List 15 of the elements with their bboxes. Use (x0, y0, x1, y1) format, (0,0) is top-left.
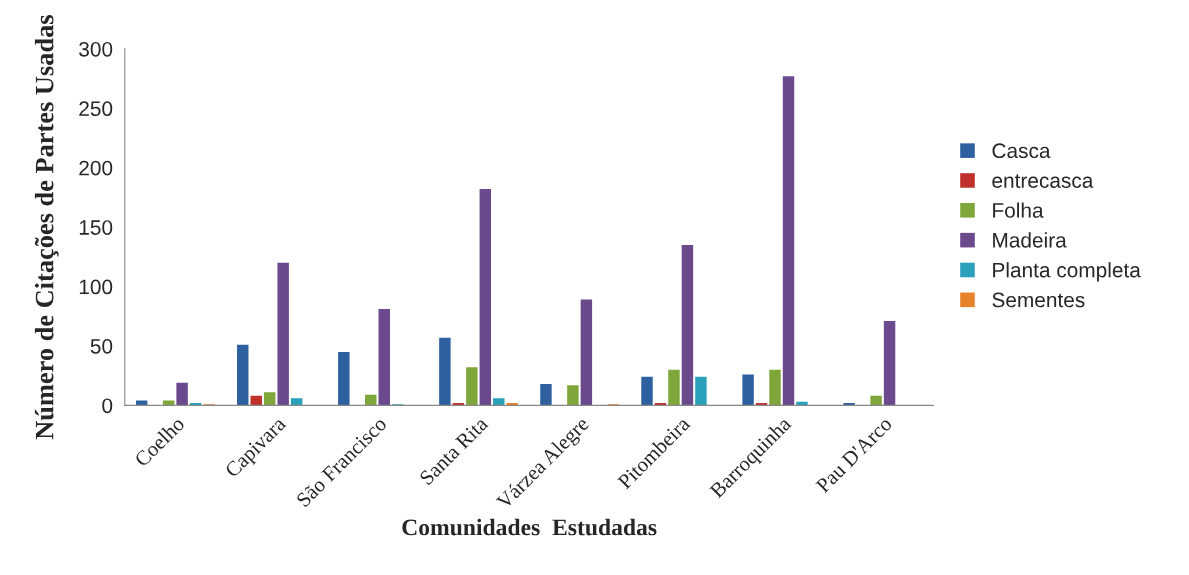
legend-label: Folha (993, 202, 1044, 218)
legend-label: Casca (992, 143, 1051, 159)
y-tick-label: 250 (79, 101, 113, 117)
x-axis-title: Comunidades Estudadas (402, 518, 657, 536)
y-tick-label: 0 (102, 398, 113, 414)
y-axis-title: Número de Citações de Partes Usadas (34, 15, 59, 440)
y-tick-label: 50 (90, 338, 113, 354)
y-tick-label: 200 (79, 160, 113, 176)
y-tick-label: 300 (79, 41, 113, 57)
legend-label: Madeira (993, 232, 1067, 248)
y-tick-label: 150 (79, 220, 113, 235)
legend-label: entrecasca (992, 174, 1094, 188)
y-tick-label: 100 (79, 279, 113, 295)
legend-label: Sementes (992, 292, 1085, 308)
legend-label: Planta completa (993, 262, 1141, 282)
